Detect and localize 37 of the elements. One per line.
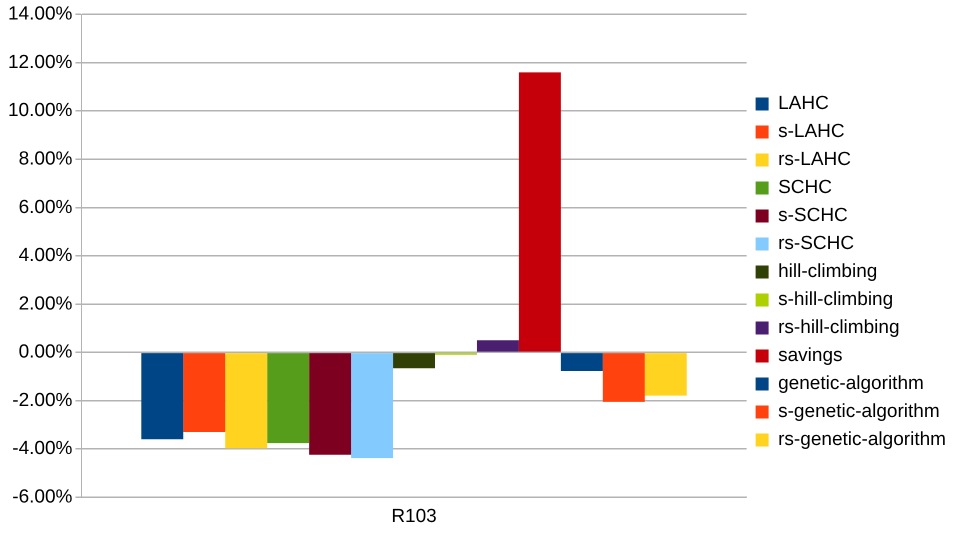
legend-label: LAHC: [778, 93, 829, 114]
bar: [476, 340, 519, 352]
y-tick-label: 14.00%: [8, 4, 73, 25]
legend-label: rs-LAHC: [778, 149, 851, 170]
bar: [393, 353, 436, 368]
legend-label: rs-hill-climbing: [778, 317, 900, 338]
y-tick-label: 0.00%: [18, 342, 73, 363]
legend-label: genetic-algorithm: [778, 373, 924, 394]
legend-label: s-genetic-algorithm: [778, 401, 940, 422]
y-tick-label: 12.00%: [8, 52, 73, 73]
legend-label: hill-climbing: [778, 261, 878, 282]
x-tick-label: R103: [391, 506, 437, 527]
y-tick-label: 4.00%: [18, 245, 73, 266]
bar: [602, 353, 645, 402]
bar: [644, 353, 687, 396]
bar: [560, 353, 603, 371]
bar: [141, 353, 184, 440]
legend-label: savings: [778, 345, 843, 366]
y-tick-label: 8.00%: [18, 148, 73, 170]
legend-label: s-hill-climbing: [778, 289, 894, 310]
legend-label: SCHC: [778, 177, 832, 198]
bar: [518, 72, 561, 352]
bar: [351, 353, 394, 458]
y-tick-label: -4.00%: [12, 438, 73, 460]
legend-label: s-SCHC: [778, 205, 848, 226]
bar: [183, 353, 226, 432]
legend-label: rs-genetic-algorithm: [778, 429, 946, 450]
bar: [267, 353, 310, 444]
y-tick-label: 2.00%: [18, 293, 73, 314]
legend-label: s-LAHC: [778, 121, 845, 142]
bar: [309, 353, 352, 455]
y-tick-label: 6.00%: [18, 196, 73, 218]
y-tick-label: -2.00%: [12, 390, 73, 411]
legend-label: rs-SCHC: [778, 233, 854, 254]
y-tick-label: -6.00%: [12, 486, 73, 508]
bar: [225, 353, 268, 448]
y-tick-label: 10.00%: [8, 100, 73, 122]
